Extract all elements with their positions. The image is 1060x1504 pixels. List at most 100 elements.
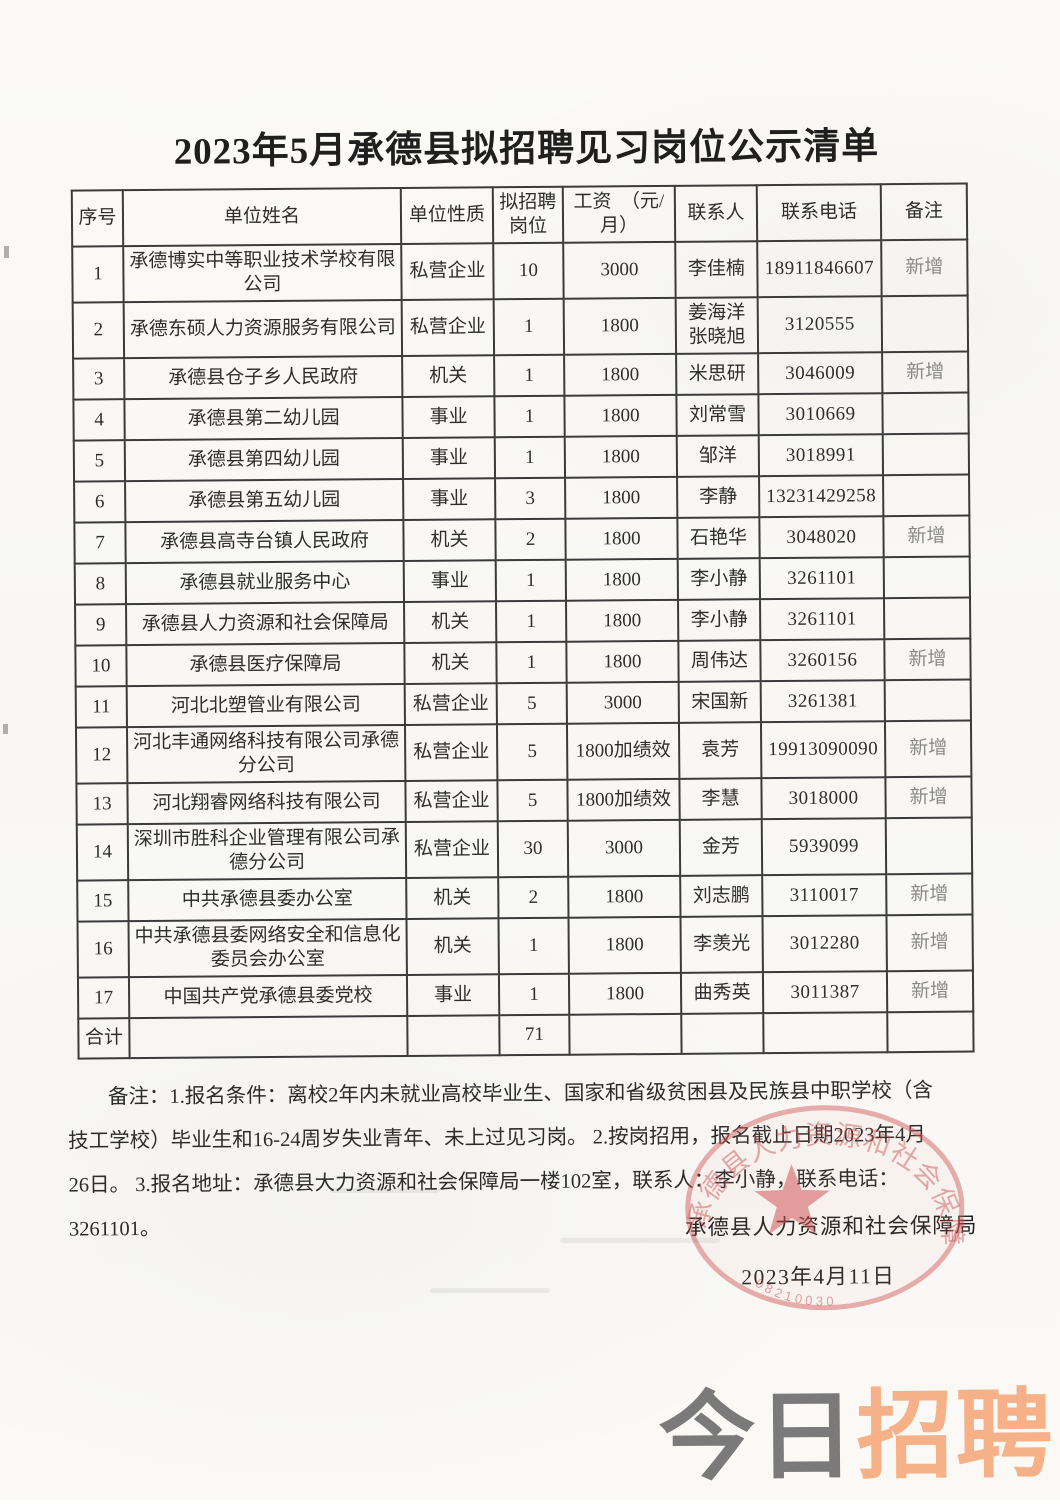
cell-no: 5 — [73, 440, 126, 482]
cell-positions: 1 — [495, 559, 567, 602]
cell-phone: 3046009 — [758, 352, 883, 395]
cell-no: 7 — [74, 522, 126, 564]
cell-salary: 1800 — [564, 353, 677, 396]
scan-artifact — [4, 246, 9, 258]
cell-salary: 1800 — [568, 972, 682, 1015]
cell-no: 9 — [75, 604, 127, 646]
cell-remark: 新增 — [885, 776, 972, 819]
cell-no: 15 — [77, 880, 129, 922]
header-remark: 备注 — [880, 183, 968, 241]
table-header: 序号 单位姓名 单位性质 拟招聘岗位 工资 （元/月） 联系人 联系电话 备注 — [71, 183, 968, 247]
table-body: 1 承德博实中等职业技术学校有限公司 私营企业 10 3000 李佳楠 1891184660… — [72, 239, 974, 1019]
table-row: 16 中共承德县委网络安全和信息化委员会办公室 机关 1 1800 李羡光 3012280 新… — [77, 914, 973, 978]
table-row: 6 承德县第五幼儿园 事业 3 1800 李静 13231429258 — [74, 474, 970, 523]
scan-smudge — [430, 1288, 550, 1293]
cell-contact: 周伟达 — [678, 640, 761, 682]
cell-remark — [883, 556, 970, 599]
cell-phone: 13231429258 — [759, 475, 884, 518]
cell-phone: 3010669 — [758, 393, 883, 436]
header-contact: 联系人 — [674, 185, 758, 242]
recruitment-table: 序号 单位姓名 单位性质 拟招聘岗位 工资 （元/月） 联系人 联系电话 备注 … — [71, 183, 975, 1060]
cell-name: 深圳市胜科企业管理有限公司承德分公司 — [127, 821, 407, 881]
cell-name: 中国共产党承德县委党校 — [128, 974, 408, 1019]
cell-positions: 5 — [496, 723, 568, 781]
header-salary: 工资 （元/月） — [562, 185, 676, 243]
watermark-part1: 今日 — [658, 1381, 858, 1493]
cell-name: 河北丰通网络科技有限公司承德分公司 — [126, 724, 406, 784]
table-row: 2 承德东硕人力资源服务有限公司 私营企业 1 1800 姜海洋 张晓旭 3120555 — [72, 295, 969, 359]
total-name-empty — [129, 1015, 408, 1059]
cell-salary: 1800 — [564, 435, 678, 478]
cell-salary: 1800加绩效 — [566, 722, 680, 780]
total-type-empty — [407, 1015, 500, 1056]
cell-salary: 3000 — [567, 819, 681, 877]
cell-positions: 1 — [498, 973, 570, 1016]
cell-remark — [884, 679, 971, 722]
cell-salary: 1800 — [564, 394, 677, 437]
cell-salary: 1800 — [565, 558, 679, 601]
cell-positions: 2 — [495, 518, 566, 561]
cell-salary: 1800 — [566, 599, 679, 642]
cell-contact: 刘志鹏 — [680, 875, 763, 917]
cell-type: 私营企业 — [401, 299, 495, 356]
cell-remark: 新增 — [882, 351, 969, 394]
cell-phone: 18911846607 — [757, 240, 882, 298]
cell-phone: 3018991 — [758, 434, 884, 477]
total-positions: 71 — [499, 1014, 570, 1056]
cell-contact: 李羡光 — [680, 916, 763, 973]
watermark-logo: 今日招聘 — [658, 1380, 1055, 1493]
total-contact-empty — [681, 1013, 764, 1054]
cell-positions: 5 — [496, 682, 567, 725]
cell-no: 8 — [74, 563, 127, 605]
cell-contact: 姜海洋 张晓旭 — [675, 297, 759, 354]
cell-type: 私营企业 — [405, 821, 499, 878]
cell-salary: 1800 — [568, 875, 681, 918]
cell-positions: 2 — [498, 876, 569, 919]
cell-phone: 3018000 — [761, 777, 886, 820]
cell-type: 机关 — [402, 355, 495, 397]
cell-no: 4 — [73, 399, 125, 441]
cell-salary: 3000 — [563, 241, 676, 299]
table-footer: 合计 71 — [78, 1011, 974, 1059]
cell-positions: 1 — [494, 436, 566, 479]
table-row: 3 承德县仓子乡人民政府 机关 1 1800 米思研 3046009 新增 — [73, 351, 969, 400]
cell-type: 事业 — [402, 396, 495, 438]
header-no: 序号 — [71, 190, 124, 247]
cell-phone: 3110017 — [762, 874, 887, 917]
cell-no: 14 — [76, 824, 129, 881]
header-phone: 联系电话 — [756, 184, 882, 242]
cell-remark: 新增 — [884, 638, 971, 681]
header-name: 单位姓名 — [122, 188, 402, 247]
cell-contact: 邹洋 — [676, 435, 760, 477]
cell-name: 承德县就业服务中心 — [125, 560, 405, 605]
cell-name: 承德县医疗保障局 — [126, 642, 405, 687]
table-row: 4 承德县第二幼儿园 事业 1 1800 刘常雪 3010669 — [73, 392, 969, 441]
cell-no: 17 — [77, 977, 130, 1019]
cell-positions: 5 — [497, 779, 568, 822]
table-row: 9 承德县人力资源和社会保障局 机关 1 1800 李小静 3261101 — [75, 597, 971, 646]
cell-name: 承德县高寺台镇人民政府 — [125, 519, 404, 564]
cell-positions: 10 — [493, 242, 564, 300]
scan-smudge — [330, 1188, 440, 1193]
total-row: 合计 71 — [78, 1011, 974, 1059]
cell-type: 私营企业 — [404, 724, 498, 781]
cell-type: 私营企业 — [404, 683, 497, 725]
cell-remark — [882, 433, 970, 476]
cell-contact: 金芳 — [679, 819, 763, 876]
cell-phone: 5939099 — [761, 818, 887, 876]
cell-no: 1 — [72, 246, 124, 303]
cell-remark — [883, 474, 970, 517]
cell-salary: 1800 — [566, 640, 679, 683]
cell-salary: 3000 — [566, 681, 679, 724]
cell-phone: 3261381 — [760, 680, 885, 723]
cell-name: 承德县第二幼儿园 — [124, 396, 403, 441]
cell-name: 承德县仓子乡人民政府 — [124, 355, 403, 400]
total-remark-empty — [887, 1011, 974, 1053]
cell-no: 6 — [74, 481, 126, 523]
cell-remark — [882, 392, 969, 435]
cell-type: 事业 — [406, 974, 500, 1016]
cell-name: 中共承德县委网络安全和信息化委员会办公室 — [128, 918, 407, 978]
table-row: 8 承德县就业服务中心 事业 1 1800 李小静 3261101 — [74, 556, 970, 605]
cell-type: 机关 — [404, 601, 497, 643]
